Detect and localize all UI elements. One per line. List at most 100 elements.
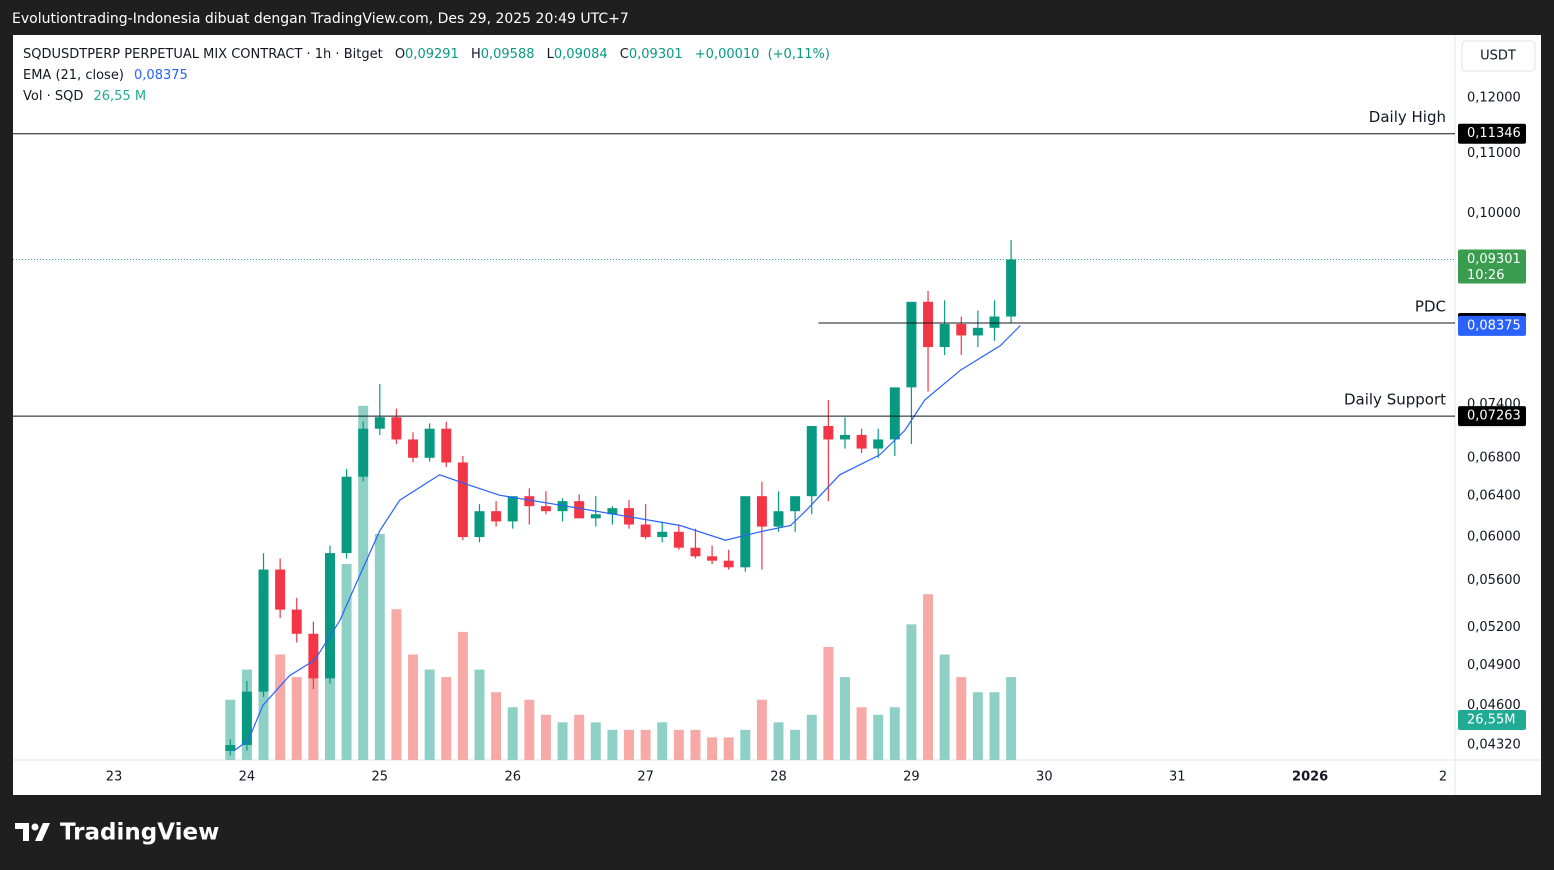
y-tick-label: 0,04900 [1467,658,1521,673]
volume-bar [723,737,734,760]
candle-body [424,428,435,458]
ema-value: 0,08375 [134,68,188,83]
volume-bar [408,654,419,760]
legend-title-line: SQDUSDTPERP PERPETUAL MIX CONTRACT · 1h … [23,47,830,62]
ema-line [233,325,1021,752]
candle-body [889,387,900,440]
volume-bar [956,677,967,760]
logo-text: TradingView [60,820,219,846]
volume-legend: Vol · SQD 26,55 M [23,89,146,104]
volume-bar [374,533,385,760]
overlay: SQDUSDTPERP PERPETUAL MIX CONTRACT · 1h … [23,47,830,104]
candle-body [540,506,551,512]
volume-bar [275,654,286,760]
volume-bar [441,677,452,760]
candle-body [756,496,767,527]
volume-bar [773,722,784,760]
y-tick-label: 0,06000 [1467,530,1521,545]
candle-body [690,547,701,557]
volume-bar [640,729,651,760]
candle-body [391,417,402,440]
volume-bar [391,609,402,760]
candle-body [673,531,684,548]
volume-bar [673,729,684,760]
candle-body [956,324,967,336]
ema-badge-label: 0,08375 [1467,318,1521,333]
y-tick-label: 0,04600 [1467,698,1521,713]
volume-bar [324,654,335,760]
currency[interactable]: USDT [1480,49,1516,64]
x-tick-label: 27 [637,770,654,785]
change-percent: (+0,11%) [768,47,830,62]
change: +0,00010 [695,47,760,62]
y-tick-label: 0,04320 [1467,738,1521,753]
candle-body [275,569,286,610]
x-tick-label: 2026 [1292,770,1328,785]
price-badge-label: 0,09301 [1467,252,1521,267]
symbol-title: SQDUSDTPERP PERPETUAL MIX CONTRACT · 1h … [23,47,383,62]
x-tick-label: 24 [239,770,256,785]
candle-body [790,496,801,512]
currency-button[interactable] [1461,40,1536,72]
volume-bar [939,654,950,760]
level-badge-label: 0,11346 [1467,126,1521,141]
volume-bar [657,722,668,760]
candle-body [923,301,934,348]
candle-body [374,417,385,429]
ohlc-value: 0,09588 [481,47,535,62]
level-name: Daily Support [1344,391,1446,409]
volume-badge-label: 26,55M [1467,712,1515,727]
candle-body [225,745,236,751]
ema-name: EMA (21, close) [23,68,124,83]
volume-bar [972,692,983,760]
volume-bar [740,729,751,760]
candle-body [1006,259,1017,317]
y-tick-label: 0,12000 [1467,91,1521,106]
volume-bar [291,677,302,760]
volume-bar [308,677,319,760]
volume-bar [358,405,369,760]
ema-badge [1458,315,1526,336]
candle-body [341,476,352,554]
volume-bar [540,714,551,760]
volume-bar [690,729,701,760]
candle-body [324,553,335,679]
x-tick-label: 29 [903,770,920,785]
volume-bar [590,722,601,760]
candle-body [441,428,452,463]
level-name: PDC [1415,297,1446,315]
candle-body [358,428,369,477]
ohlc-key: O [395,47,405,62]
ohlc-value: 0,09291 [405,47,459,62]
volume-bar [557,722,568,760]
volume-bar [225,699,236,760]
candle-body [989,316,1000,328]
candle-body [291,609,302,634]
candle-body [241,691,252,746]
volume-bar [756,699,767,760]
candle-body [590,514,601,519]
plot: 23 24 25 26 27 28 29 30 31 2026 2 0,12000 0,11000 0,1… [13,91,1526,785]
candle-body [723,560,734,568]
candle-body [657,531,668,538]
volume-bar [1006,677,1017,760]
ohlc-key: L [547,47,555,62]
candle-body [258,569,269,692]
candle-body [773,511,784,527]
volume-bar [806,714,817,760]
level-badge-label: 0,07263 [1467,409,1521,424]
candle-body [806,426,817,497]
volume-bar [790,729,801,760]
volume-bar [856,707,867,760]
attribution: Evolutiontrading-Indonesia dibuat dengan… [12,11,629,27]
volume-name: Vol · SQD [23,89,83,104]
candle-body [856,434,867,449]
volume-bar [341,564,352,760]
candle-body [839,434,850,440]
volume-bar [989,692,1000,760]
x-tick-label: 31 [1169,770,1186,785]
volume-bar [707,737,718,760]
price-countdown: 10:26 [1467,268,1504,283]
candle-body [474,511,485,538]
x-tick-label: 28 [770,770,787,785]
